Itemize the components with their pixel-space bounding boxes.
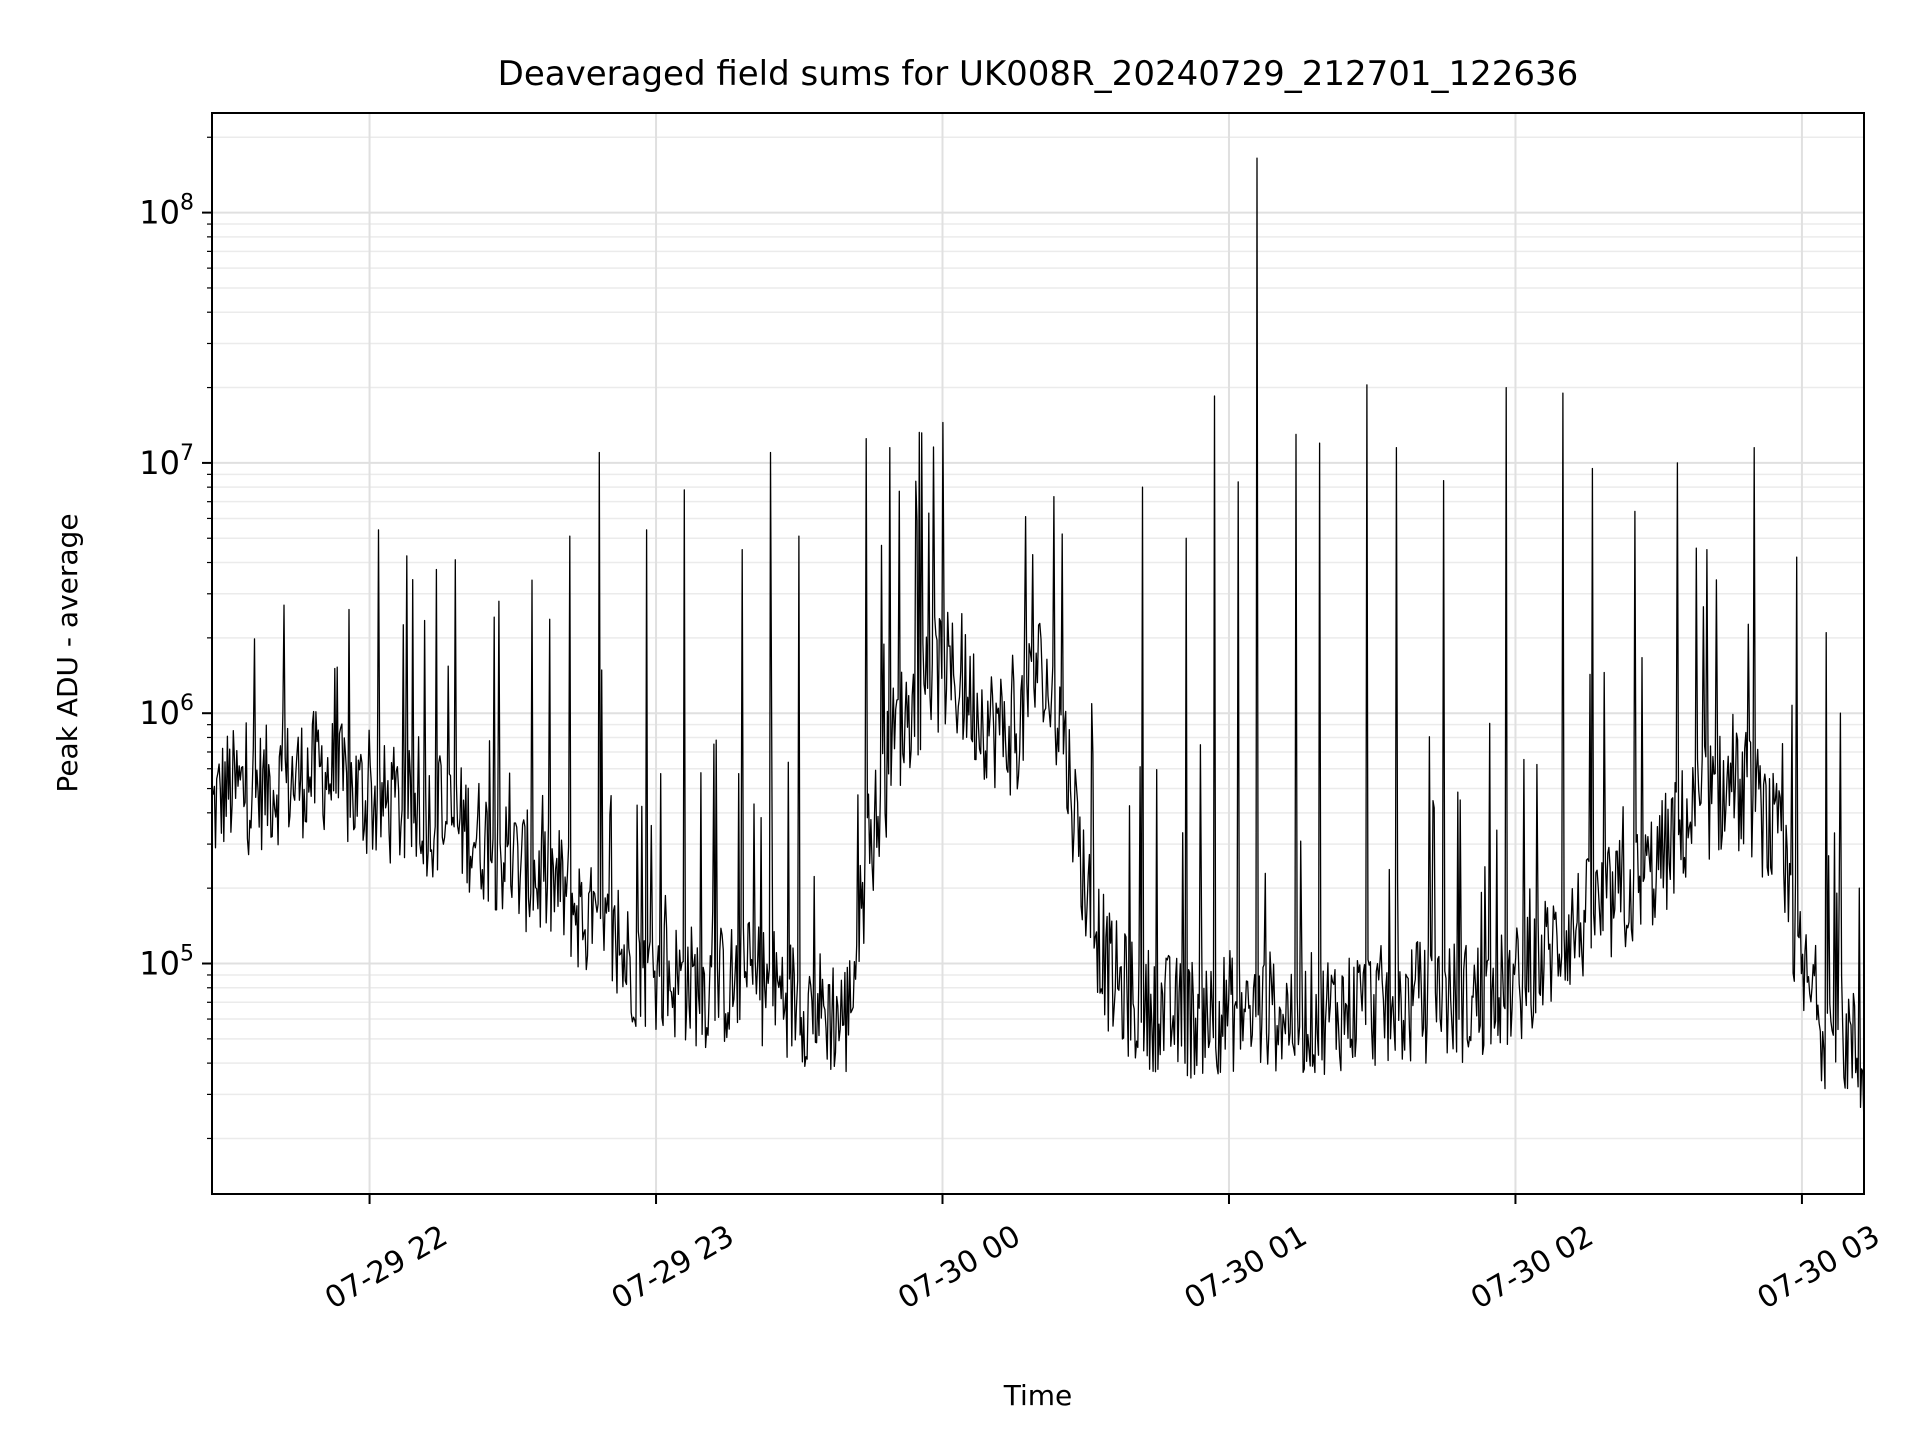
y-axis-label: Peak ADU - average [51,513,84,792]
y-tick-label: 105 [139,942,194,983]
x-axis-label: Time [1003,1379,1073,1412]
y-tick-label: 106 [139,691,194,732]
y-axis: 105 106 107 108 [139,136,212,1140]
y-tick-label: 107 [139,441,194,482]
plot-frame [211,112,1865,1195]
series [211,157,1865,1129]
y-tick-label: 108 [139,191,194,232]
chart-title: Deaveraged field sums for UK008R_2024072… [498,54,1579,94]
series-line [211,157,1865,1129]
